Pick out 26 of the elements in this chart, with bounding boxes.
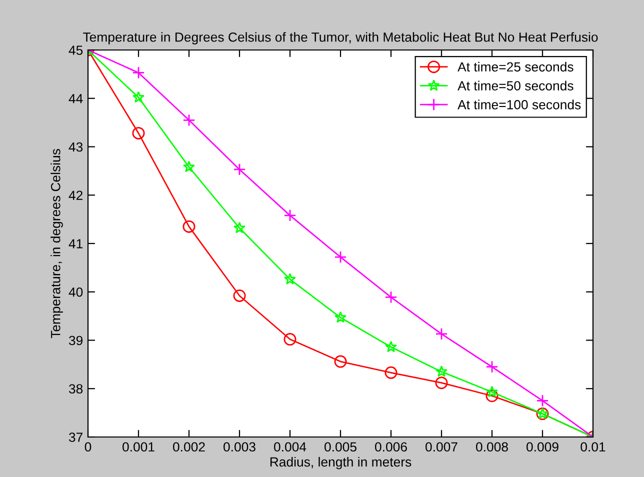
legend-label: At time=50 seconds — [458, 80, 574, 90]
y-tick-label: 42 — [68, 190, 82, 200]
x-tick-label: 0 — [84, 442, 92, 452]
x-tick-label: 0.001 — [122, 442, 154, 452]
x-tick-label: 0.006 — [375, 442, 407, 452]
x-tick-label: 0.009 — [526, 442, 558, 452]
legend-label: At time=25 seconds — [458, 62, 574, 72]
y-tick-label: 37 — [68, 432, 82, 442]
y-tick-label: 44 — [68, 94, 83, 104]
y-tick-label: 39 — [68, 336, 83, 346]
x-tick-label: 0.004 — [274, 442, 306, 452]
x-tick-label: 0.003 — [224, 442, 256, 452]
y-tick-label: 45 — [68, 46, 83, 55]
x-axis-title: Radius, length in meters — [270, 456, 412, 470]
x-tick-label: 0.005 — [324, 442, 356, 452]
y-tick-label: 40 — [68, 287, 83, 297]
x-tick-label: 0.01 — [580, 442, 606, 452]
x-tick-label: 0.008 — [476, 442, 508, 452]
chart-title: Temperature in Degrees Celsius of the Tumor, with Metabolic Heat But No Heat Perfusio — [83, 32, 598, 44]
y-axis-title: Temperature, in degrees Celsius — [50, 149, 63, 338]
y-tick-label: 38 — [68, 384, 83, 394]
y-tick-label: 41 — [68, 239, 82, 248]
x-tick-label: 0.002 — [173, 442, 205, 452]
x-tick-label: 0.007 — [426, 442, 458, 452]
y-tick-label: 43 — [68, 142, 83, 152]
legend-label: At time=100 seconds — [458, 100, 581, 110]
